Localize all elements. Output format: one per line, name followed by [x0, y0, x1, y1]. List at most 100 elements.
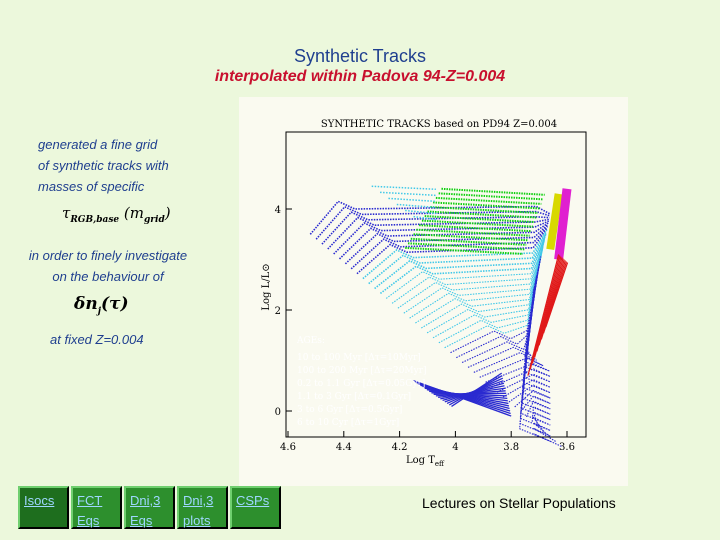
track-line	[473, 263, 540, 373]
fixed-z-text: at fixed Z=0.004	[50, 332, 144, 347]
y-tick-label: 0	[275, 407, 281, 418]
magenta-branch	[554, 188, 572, 261]
legend-title: AGEs:	[296, 336, 325, 346]
x-tick-label: 4.2	[392, 442, 408, 453]
y-tick-label: 4	[275, 205, 281, 216]
blue-track	[388, 197, 436, 203]
green-track	[433, 201, 540, 210]
yellow-branch	[546, 193, 563, 250]
x-axis-label: Log Teff	[406, 455, 445, 468]
green-track	[413, 233, 528, 242]
x-tick-label: 3.6	[559, 442, 575, 453]
tau-formula: τRGB,base (mgrid)	[62, 204, 171, 225]
blue-fan-track	[451, 372, 503, 407]
middle-text: in order to finely investigate on the be…	[22, 245, 194, 287]
track-line	[374, 233, 547, 290]
x-tick-label: 4	[452, 442, 458, 453]
track-line	[356, 227, 548, 275]
green-track	[424, 215, 535, 224]
track-line	[520, 277, 551, 413]
track-line	[379, 234, 547, 295]
track-line	[368, 231, 548, 285]
y-axis-label: Log L/L⊙	[261, 263, 272, 310]
x-tick-label: 4.4	[336, 442, 352, 453]
synthetic-tracks	[309, 185, 572, 447]
page-subtitle: interpolated within Padova 94-Z=0.004	[214, 68, 506, 85]
nav-button-dni3-plots[interactable]: Dni,3 plots	[177, 486, 228, 529]
y-tick-label: 2	[275, 306, 281, 317]
age-legend: AGEs: 10 to 100 Myr [Δτ=10Myr] 100 to 200…	[296, 336, 427, 428]
intro-text: generated a fine grid of synthetic track…	[38, 134, 169, 197]
nav-button-dni3-eqs[interactable]: Dni,3 Eqs	[124, 486, 175, 529]
nav-button-isocs[interactable]: Isocs	[18, 486, 69, 529]
green-track	[441, 187, 545, 196]
blue-track	[380, 191, 436, 197]
green-track	[416, 228, 530, 237]
track-line	[514, 275, 551, 408]
track-line	[338, 222, 549, 260]
legend-entry: 0.2 to 1.1 Gyr [Δτ=0.05Gyr]	[297, 379, 425, 389]
track-line	[520, 282, 551, 427]
hr-diagram-figure: SYNTHETIC TRACKS based on PD94 Z=0.004 4…	[239, 97, 628, 486]
x-axis-ticks: 4.6 4.4 4.2 4 3.8 3.6	[280, 431, 575, 453]
red-track	[529, 255, 561, 370]
green-track	[421, 219, 534, 228]
track-line	[421, 247, 544, 329]
legend-entry: 100 to 200 Myr [Δτ=20Myr]	[297, 366, 427, 376]
dn-symbol: δn	[74, 294, 98, 314]
track-line	[385, 236, 546, 299]
green-track	[405, 246, 523, 255]
hr-diagram-plot: SYNTHETIC TRACKS based on PD94 Z=0.004 4…	[261, 119, 587, 468]
green-track	[435, 196, 542, 205]
plot-frame	[285, 131, 587, 438]
page-title: Synthetic Tracks	[293, 46, 427, 66]
red-track	[531, 256, 562, 364]
tau-symbol: τ	[62, 204, 71, 222]
track-line	[327, 216, 550, 250]
intro-line-1: generated a fine grid	[38, 137, 158, 152]
track-line	[397, 240, 545, 309]
nav-button-fct-eqs[interactable]: FCT Eqs	[71, 486, 122, 529]
tau-close: )	[164, 204, 171, 222]
track-line	[519, 289, 562, 447]
green-track	[410, 237, 527, 246]
legend-entry: 10 to 100 Myr [Δτ=10Myr]	[297, 353, 421, 363]
track-line	[461, 259, 541, 363]
y-axis-ticks: 4 2 0	[275, 205, 292, 418]
green-track	[407, 242, 525, 251]
track-line	[519, 286, 551, 437]
track-line	[315, 205, 551, 240]
footer-text: Lectures on Stellar Populations	[422, 495, 616, 511]
tau-subscript: RGB,base	[70, 215, 120, 225]
track-line	[409, 243, 545, 319]
green-track	[430, 205, 539, 214]
track-line	[432, 250, 543, 339]
track-line	[344, 224, 549, 265]
legend-entry: 1.1 to 3 Gyr [Δτ=0.1Gyr]	[297, 392, 411, 402]
track-line	[485, 266, 550, 383]
red-track	[534, 257, 563, 358]
dn-arg: (τ)	[100, 294, 129, 314]
blue-track	[413, 215, 436, 221]
blue-track	[405, 209, 436, 215]
track-line	[391, 238, 546, 304]
track-line	[415, 245, 544, 324]
red-track	[545, 262, 569, 328]
track-line	[426, 249, 544, 334]
dn-formula: δnj(τ)	[74, 294, 129, 316]
legend-entry: 6 to 10 Cyr [Δτ=1Gyr]	[297, 418, 399, 428]
green-track	[427, 210, 537, 219]
x-tick-label: 3.8	[503, 442, 519, 453]
track-line	[403, 242, 545, 314]
green-track	[419, 224, 532, 233]
intro-line-3: masses of specific	[38, 179, 145, 194]
x-tick-label: 4.6	[280, 442, 296, 453]
middle-line-1: in order to finely investigate	[28, 248, 188, 263]
blue-track	[396, 203, 436, 209]
red-track	[527, 254, 560, 376]
intro-line-2: of synthetic tracks with	[38, 158, 169, 173]
nav-bar: Isocs FCT Eqs Dni,3 Eqs Dni,3 plots CSPs	[18, 486, 282, 529]
nav-button-csps[interactable]: CSPs	[230, 486, 281, 529]
legend-entry: 3 to 6 Gyr [Δτ=0.5Gyr]	[297, 405, 402, 415]
track-line	[362, 229, 548, 280]
